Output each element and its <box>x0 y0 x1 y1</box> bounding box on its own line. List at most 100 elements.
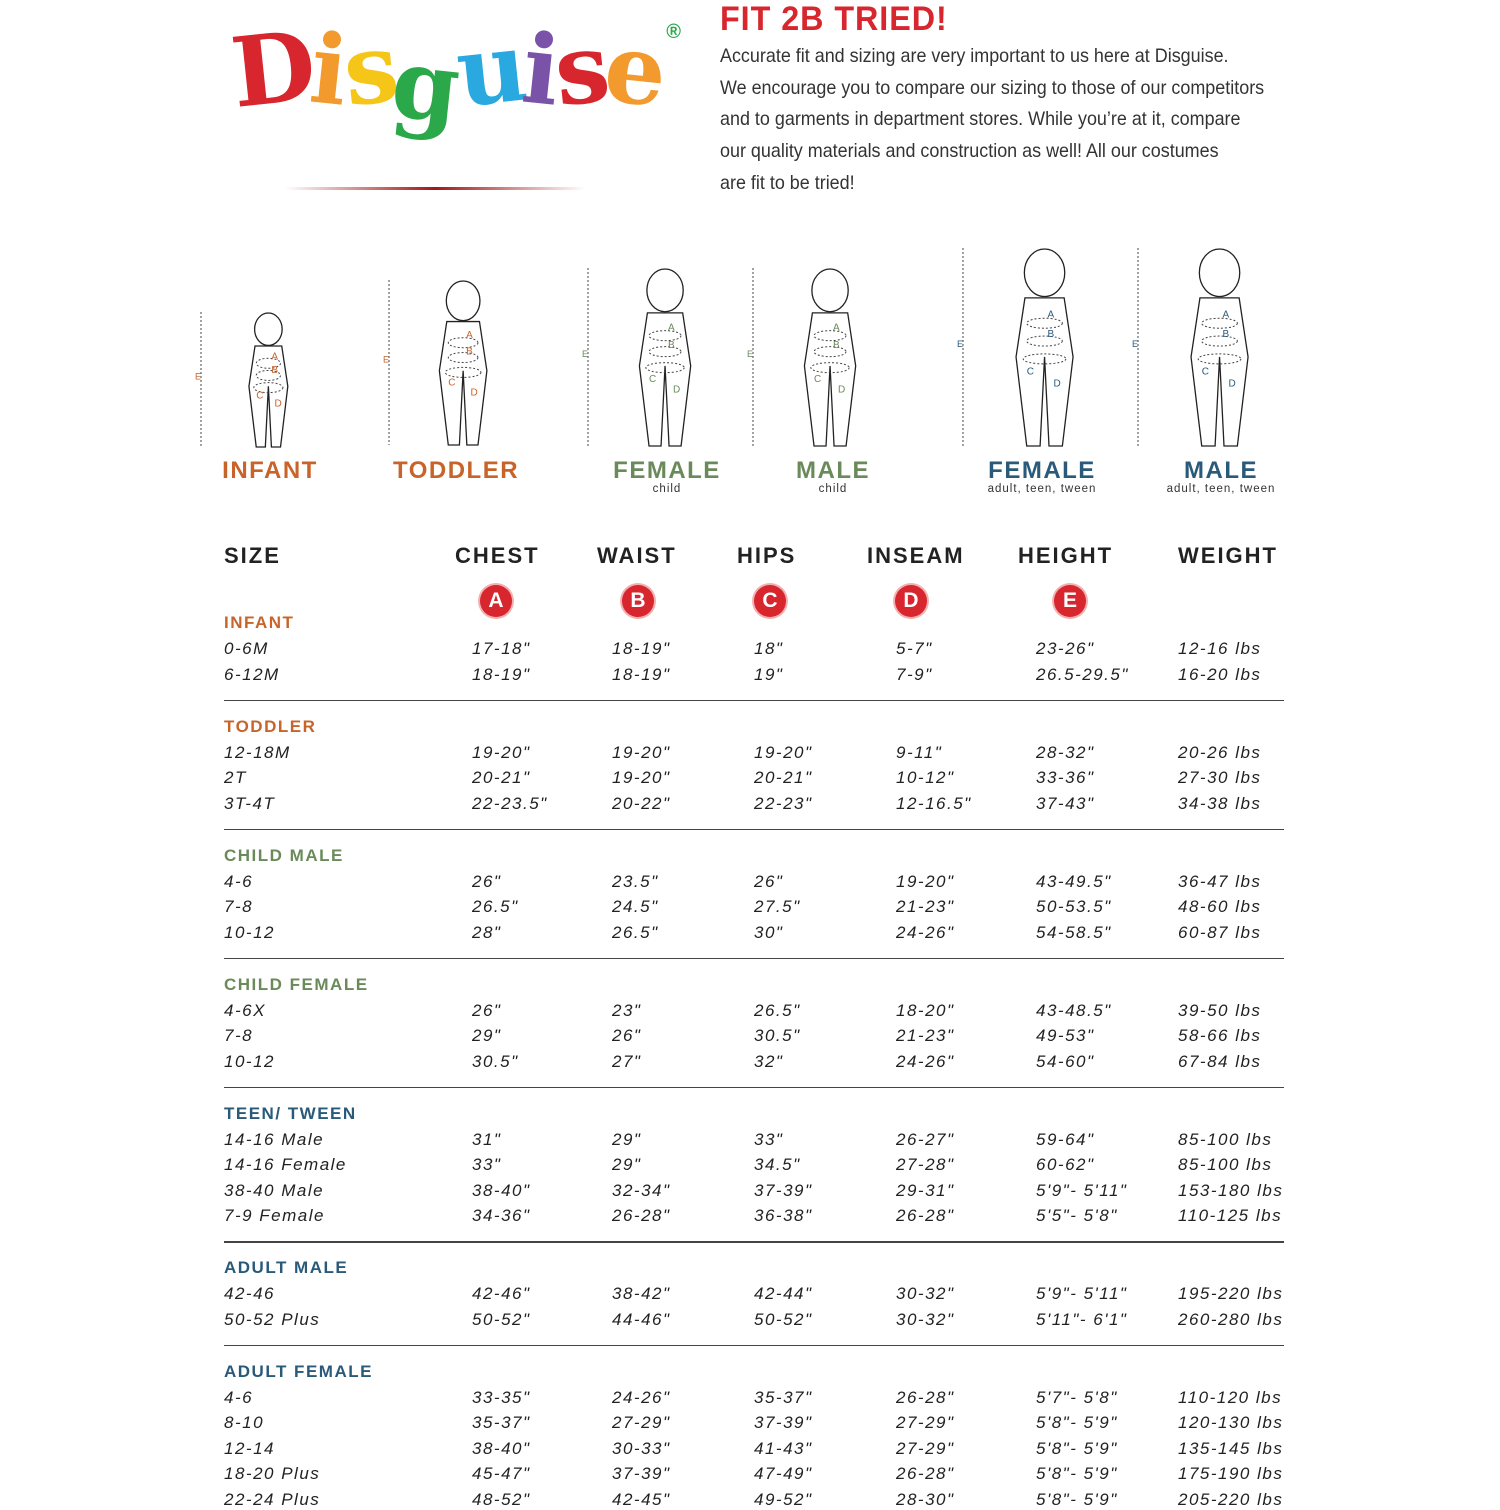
value-cell: 42-44" <box>754 1284 813 1303</box>
figure-sublabel: child <box>652 483 682 495</box>
logo-letter: e <box>599 10 669 129</box>
value-cell: 37-39" <box>754 1413 813 1432</box>
value-cell: 31" <box>472 1129 502 1149</box>
value-cell: 35-37" <box>472 1413 531 1432</box>
value-cell: 26" <box>754 871 784 891</box>
value-cell: 50-52" <box>472 1309 531 1329</box>
value-cell: 26.5" <box>472 897 519 916</box>
value-cell: 45-47" <box>472 1464 531 1483</box>
value-cell: 29" <box>472 1026 502 1045</box>
value-cell: 26" <box>472 871 502 891</box>
intro-line: our quality materials and construction a… <box>720 140 1219 163</box>
value-cell: 85-100 lbs <box>1178 1155 1273 1174</box>
section-divider <box>224 699 1284 701</box>
value-cell: 5'11"- 6'1" <box>1036 1309 1128 1329</box>
logo-letter: D <box>226 9 317 130</box>
section-title: TEEN/ TWEEN <box>224 1103 357 1123</box>
value-cell: 85-100 lbs <box>1178 1129 1273 1149</box>
svg-text:B: B <box>271 365 278 376</box>
value-cell: 60-62" <box>1036 1155 1095 1174</box>
svg-text:E: E <box>195 372 201 382</box>
value-cell: 28-32" <box>1036 742 1095 762</box>
figure-label: INFANT <box>222 457 318 484</box>
registered-mark: ® <box>666 21 682 43</box>
section-divider <box>224 828 1284 830</box>
value-cell: 26.5-29.5" <box>1036 664 1129 684</box>
logo-underline <box>285 187 585 190</box>
column-header: WEIGHT <box>1178 543 1278 568</box>
svg-text:C: C <box>649 374 656 385</box>
value-cell: 22-23" <box>754 793 813 813</box>
size-cell: 10-12 <box>224 922 275 942</box>
value-cell: 27-30 lbs <box>1178 768 1262 787</box>
value-cell: 110-120 lbs <box>1178 1387 1283 1407</box>
size-cell: 4-6X <box>224 1000 266 1020</box>
value-cell: 30-32" <box>896 1309 955 1329</box>
value-cell: 5'8"- 5'9" <box>1036 1413 1118 1432</box>
value-cell: 34-36" <box>472 1206 531 1225</box>
value-cell: 20-21" <box>472 768 531 787</box>
value-cell: 7-9" <box>896 664 933 684</box>
column-header: WAIST <box>597 543 677 568</box>
figure-silhouette-infant: E A B C D <box>195 312 289 448</box>
value-cell: 33" <box>754 1129 784 1149</box>
svg-text:D: D <box>673 385 680 396</box>
value-cell: 58-66 lbs <box>1178 1026 1262 1045</box>
section-divider <box>224 957 1284 959</box>
value-cell: 17-18" <box>472 639 531 658</box>
size-cell: 14-16 Female <box>224 1155 347 1174</box>
fit-title: FIT 2B TRIED! <box>720 0 948 38</box>
figure-silhouette-male: E A B C D <box>747 268 857 447</box>
value-cell: 26" <box>612 1026 642 1045</box>
value-cell: 153-180 lbs <box>1178 1180 1284 1200</box>
value-cell: 36-38" <box>754 1206 813 1225</box>
svg-text:D: D <box>1054 379 1061 390</box>
value-cell: 5'9"- 5'11" <box>1036 1284 1128 1303</box>
value-cell: 24-26" <box>896 922 955 942</box>
value-cell: 195-220 lbs <box>1178 1284 1284 1303</box>
value-cell: 5'7"- 5'8" <box>1036 1387 1118 1407</box>
size-cell: 4-6 <box>224 1387 254 1407</box>
value-cell: 41-43" <box>754 1438 813 1458</box>
value-cell: 12-16.5" <box>896 793 972 813</box>
svg-text:E: E <box>383 355 389 365</box>
value-cell: 19-20" <box>896 871 955 891</box>
value-cell: 47-49" <box>754 1464 813 1483</box>
value-cell: 26-28" <box>896 1206 955 1225</box>
value-cell: 59-64" <box>1036 1129 1095 1149</box>
value-cell: 5'9"- 5'11" <box>1036 1180 1128 1200</box>
value-cell: 16-20 lbs <box>1178 664 1262 684</box>
logo-letter: u <box>451 9 529 130</box>
figure-sublabel: adult, teen, tween <box>987 483 1097 495</box>
value-cell: 33" <box>472 1155 502 1174</box>
value-cell: 26" <box>472 1000 502 1020</box>
size-cell: 7-8 <box>224 897 254 916</box>
value-cell: 37-43" <box>1036 793 1095 813</box>
svg-text:D: D <box>838 385 845 396</box>
size-cell: 2T <box>224 768 247 787</box>
figure-label: FEMALE <box>613 457 721 484</box>
svg-text:B: B <box>833 340 840 351</box>
value-cell: 24-26" <box>896 1051 955 1071</box>
value-cell: 30-32" <box>896 1284 955 1303</box>
value-cell: 34.5" <box>754 1155 801 1174</box>
value-cell: 23.5" <box>612 871 659 891</box>
value-cell: 24.5" <box>612 897 659 916</box>
size-cell: 10-12 <box>224 1051 275 1071</box>
figure-silhouette-female: E A B C D <box>582 268 692 447</box>
value-cell: 19-20" <box>612 768 671 787</box>
size-cell: 8-10 <box>224 1413 265 1432</box>
value-cell: 20-22" <box>612 793 671 813</box>
value-cell: 49-53" <box>1036 1026 1095 1045</box>
value-cell: 24-26" <box>612 1387 671 1407</box>
value-cell: 19-20" <box>754 742 813 762</box>
logo-letter: g <box>386 25 462 145</box>
value-cell: 260-280 lbs <box>1178 1309 1284 1329</box>
size-cell: 6-12M <box>224 664 280 684</box>
value-cell: 26-28" <box>896 1464 955 1483</box>
section-title: ADULT FEMALE <box>224 1361 373 1381</box>
size-cell: 7-8 <box>224 1026 254 1045</box>
value-cell: 29-31" <box>896 1180 955 1200</box>
value-cell: 18-19" <box>472 664 531 684</box>
column-header: SIZE <box>224 543 281 568</box>
